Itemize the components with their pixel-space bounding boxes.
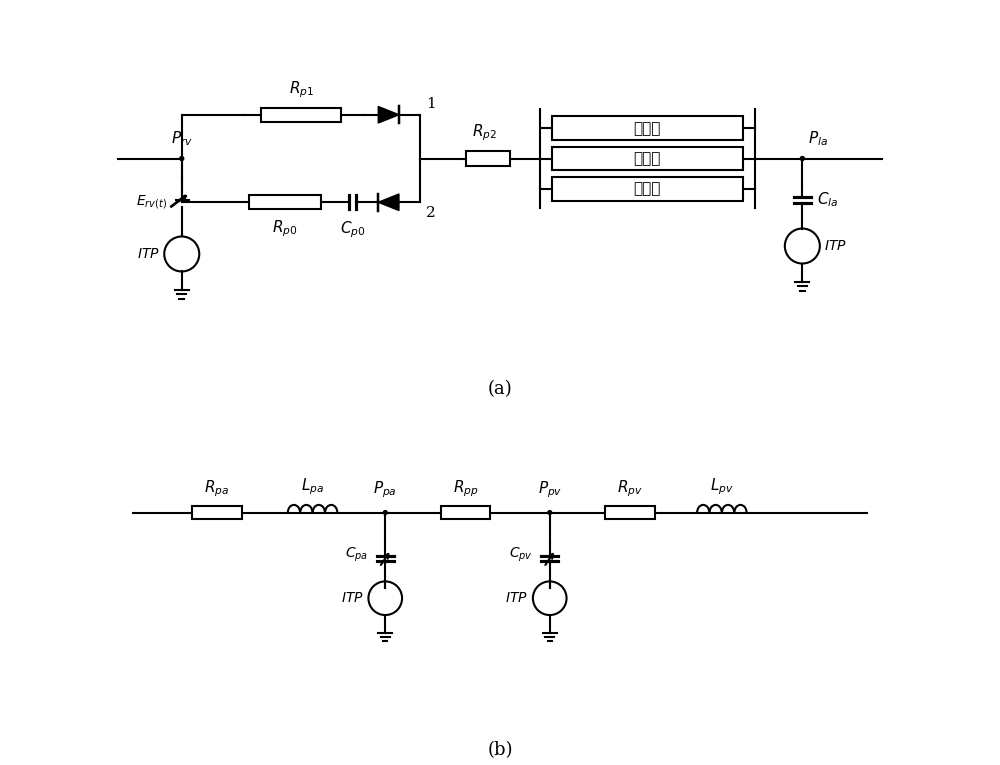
Text: (a): (a) xyxy=(488,380,512,399)
Text: $C_{la}$: $C_{la}$ xyxy=(817,190,838,210)
Text: $C_{pa}$: $C_{pa}$ xyxy=(345,545,368,564)
Polygon shape xyxy=(378,106,399,123)
Text: $ITP$: $ITP$ xyxy=(824,239,847,253)
Text: (b): (b) xyxy=(487,741,513,759)
Text: $P_{pa}$: $P_{pa}$ xyxy=(373,480,397,500)
Text: $C_{pv}$: $C_{pv}$ xyxy=(509,545,533,564)
Bar xyxy=(192,506,242,519)
Bar xyxy=(261,108,341,122)
Text: $R_{p2}$: $R_{p2}$ xyxy=(472,123,497,143)
Polygon shape xyxy=(378,194,399,210)
Text: $R_{pp}$: $R_{pp}$ xyxy=(453,478,478,499)
Text: $R_{p0}$: $R_{p0}$ xyxy=(272,218,298,239)
Circle shape xyxy=(180,157,184,161)
Text: $ITP$: $ITP$ xyxy=(137,247,159,261)
Text: 肺尖部: 肺尖部 xyxy=(633,121,661,135)
Text: $L_{pv}$: $L_{pv}$ xyxy=(710,477,734,497)
Text: 肺中部: 肺中部 xyxy=(633,151,661,166)
Bar xyxy=(605,506,655,519)
Text: $R_{p1}$: $R_{p1}$ xyxy=(289,79,314,99)
Text: $C_{p0}$: $C_{p0}$ xyxy=(340,220,366,240)
Text: 1: 1 xyxy=(426,96,436,111)
Circle shape xyxy=(383,511,387,514)
Text: $P_{la}$: $P_{la}$ xyxy=(808,129,828,148)
Bar xyxy=(552,147,743,171)
Bar xyxy=(249,195,321,210)
Text: $R_{pa}$: $R_{pa}$ xyxy=(204,478,230,499)
Bar xyxy=(466,151,510,166)
Bar xyxy=(441,506,490,519)
Text: 肺底部: 肺底部 xyxy=(633,181,661,197)
Circle shape xyxy=(548,511,552,514)
Bar xyxy=(552,116,743,140)
Text: $L_{pa}$: $L_{pa}$ xyxy=(301,477,324,497)
Circle shape xyxy=(800,157,804,161)
Text: $R_{pv}$: $R_{pv}$ xyxy=(617,478,643,499)
Bar xyxy=(552,177,743,200)
Text: 2: 2 xyxy=(426,207,436,220)
Text: $E_{rv(t)}$: $E_{rv(t)}$ xyxy=(136,194,167,211)
Text: $ITP$: $ITP$ xyxy=(341,591,364,605)
Text: $P_{pv}$: $P_{pv}$ xyxy=(538,480,562,500)
Text: $ITP$: $ITP$ xyxy=(505,591,528,605)
Text: $P_{rv}$: $P_{rv}$ xyxy=(171,129,193,148)
